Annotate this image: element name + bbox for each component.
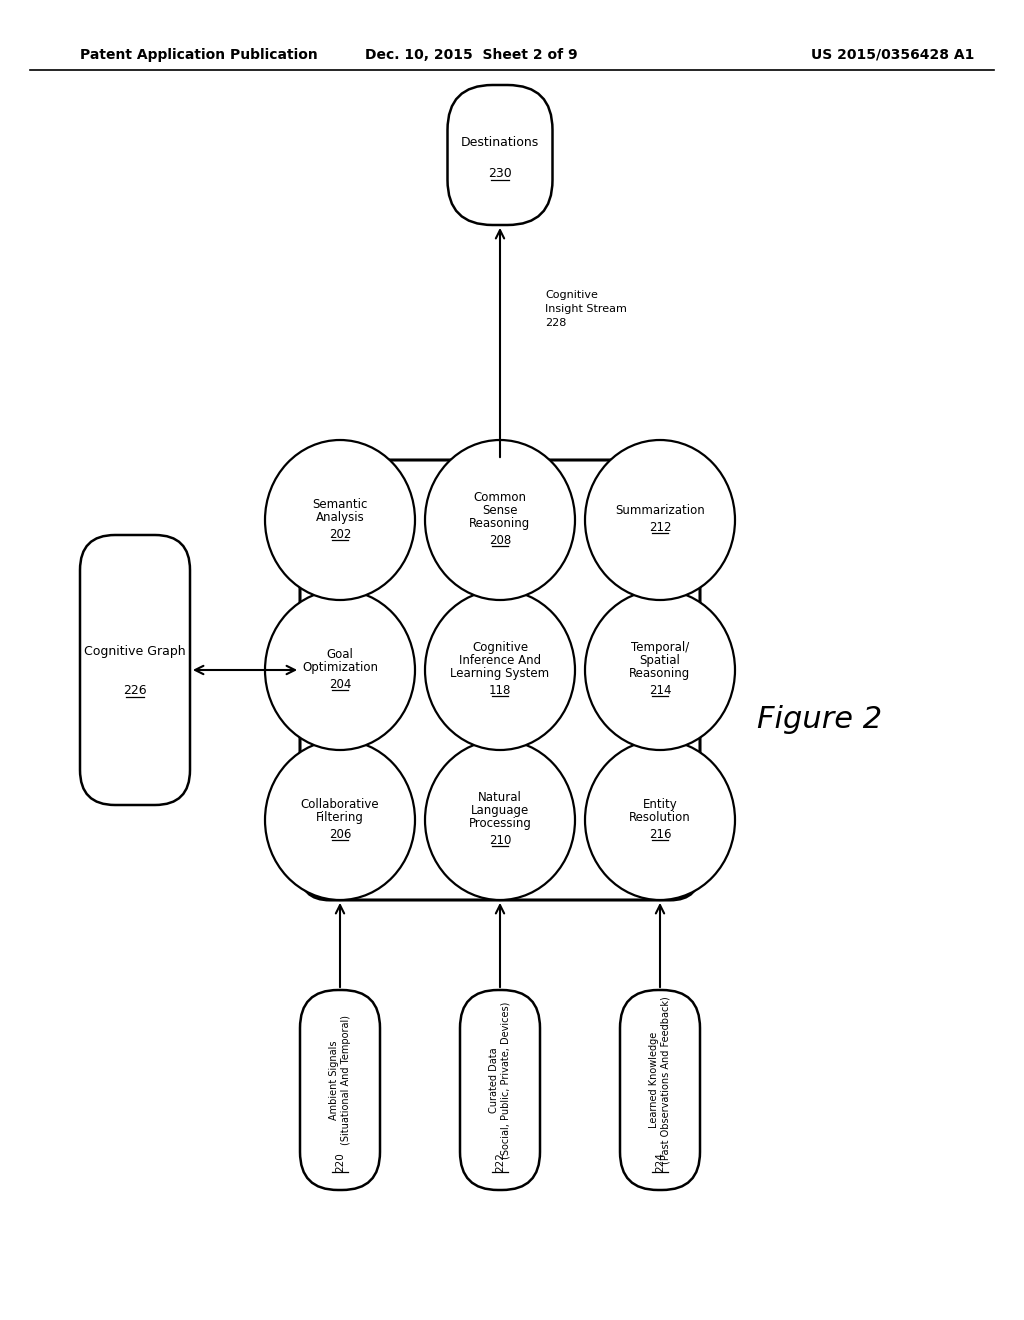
Ellipse shape — [585, 590, 735, 750]
Text: Analysis: Analysis — [315, 511, 365, 524]
Text: Goal: Goal — [327, 648, 353, 660]
Text: Learning System: Learning System — [451, 668, 550, 680]
Ellipse shape — [425, 590, 575, 750]
Ellipse shape — [425, 741, 575, 900]
Text: 222: 222 — [495, 1152, 505, 1172]
Text: Curated Data
(Social, Public, Private, Devices): Curated Data (Social, Public, Private, D… — [489, 1002, 511, 1159]
Text: Insight Stream: Insight Stream — [545, 304, 627, 314]
Text: 206: 206 — [329, 828, 351, 841]
Text: 212: 212 — [649, 521, 672, 535]
Text: 216: 216 — [649, 828, 672, 841]
Text: Natural: Natural — [478, 791, 522, 804]
FancyBboxPatch shape — [300, 990, 380, 1191]
Text: Spatial: Spatial — [640, 655, 680, 667]
Text: 230: 230 — [488, 168, 512, 180]
Text: Cognitive Graph: Cognitive Graph — [84, 645, 185, 659]
Text: Figure 2: Figure 2 — [758, 705, 883, 734]
Text: 202: 202 — [329, 528, 351, 541]
Ellipse shape — [265, 590, 415, 750]
Text: Processing: Processing — [469, 817, 531, 830]
Text: 118: 118 — [488, 685, 511, 697]
Text: 226: 226 — [123, 684, 146, 697]
Ellipse shape — [585, 440, 735, 601]
Text: Ambient Signals
(Situational And Temporal): Ambient Signals (Situational And Tempora… — [329, 1015, 351, 1144]
Text: Cognitive: Cognitive — [545, 290, 598, 300]
Ellipse shape — [265, 741, 415, 900]
Text: 220: 220 — [335, 1152, 345, 1172]
Text: Common: Common — [473, 491, 526, 504]
Text: US 2015/0356428 A1: US 2015/0356428 A1 — [811, 48, 974, 62]
Text: 204: 204 — [329, 678, 351, 690]
Text: 210: 210 — [488, 834, 511, 847]
Text: Collaborative: Collaborative — [301, 797, 379, 810]
Text: Reasoning: Reasoning — [630, 668, 690, 680]
Text: Temporal/: Temporal/ — [631, 642, 689, 653]
Text: 224: 224 — [655, 1152, 665, 1172]
Text: 208: 208 — [488, 535, 511, 548]
FancyBboxPatch shape — [620, 990, 700, 1191]
Text: Sense: Sense — [482, 504, 518, 517]
Text: Dec. 10, 2015  Sheet 2 of 9: Dec. 10, 2015 Sheet 2 of 9 — [365, 48, 578, 62]
Text: Language: Language — [471, 804, 529, 817]
Text: Entity: Entity — [643, 797, 677, 810]
Text: Cognitive: Cognitive — [472, 642, 528, 653]
FancyBboxPatch shape — [447, 84, 553, 224]
Text: Learned Knowledge
(Past Observations And Feedback): Learned Knowledge (Past Observations And… — [649, 997, 671, 1164]
FancyBboxPatch shape — [460, 990, 540, 1191]
FancyBboxPatch shape — [80, 535, 190, 805]
Ellipse shape — [585, 741, 735, 900]
Text: Filtering: Filtering — [316, 810, 364, 824]
Text: Patent Application Publication: Patent Application Publication — [80, 48, 317, 62]
Text: Resolution: Resolution — [629, 810, 691, 824]
Text: Semantic: Semantic — [312, 498, 368, 511]
Text: Optimization: Optimization — [302, 661, 378, 673]
Text: Inference And: Inference And — [459, 655, 541, 667]
Text: Destinations: Destinations — [461, 136, 539, 149]
Ellipse shape — [265, 440, 415, 601]
Text: Reasoning: Reasoning — [469, 517, 530, 531]
FancyBboxPatch shape — [300, 459, 700, 900]
Text: 228: 228 — [545, 318, 566, 327]
Text: 214: 214 — [649, 685, 672, 697]
Text: Summarization: Summarization — [615, 504, 705, 517]
Ellipse shape — [425, 440, 575, 601]
